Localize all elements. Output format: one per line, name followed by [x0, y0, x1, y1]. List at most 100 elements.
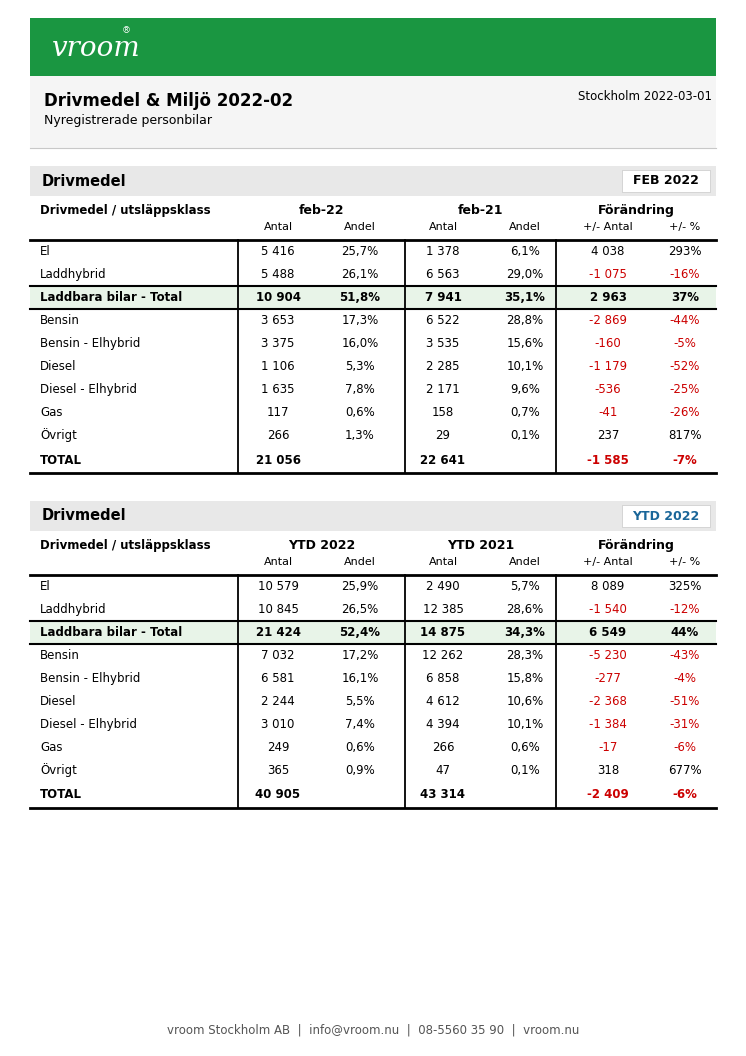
Text: +/- Antal: +/- Antal: [583, 557, 633, 567]
Text: Diesel - Elhybrid: Diesel - Elhybrid: [40, 718, 137, 731]
Bar: [30, 18, 716, 76]
Text: 10 579: 10 579: [257, 580, 298, 593]
Text: 325%: 325%: [668, 580, 702, 593]
Text: Antal: Antal: [263, 557, 292, 567]
Text: Bensin: Bensin: [40, 649, 80, 662]
Text: -2 409: -2 409: [587, 789, 629, 802]
Text: 266: 266: [267, 429, 289, 442]
Text: TOTAL: TOTAL: [40, 789, 82, 802]
Text: 6 581: 6 581: [261, 672, 295, 685]
Text: 28,3%: 28,3%: [507, 649, 544, 662]
Text: 52,4%: 52,4%: [339, 626, 380, 639]
Text: 4 394: 4 394: [426, 718, 460, 731]
Text: Gas: Gas: [40, 406, 63, 419]
Text: 3 653: 3 653: [261, 314, 295, 327]
Text: -31%: -31%: [670, 718, 700, 731]
Text: 9,6%: 9,6%: [510, 383, 540, 396]
Text: 5,5%: 5,5%: [345, 695, 374, 708]
Text: 10,1%: 10,1%: [507, 718, 544, 731]
Text: 3 010: 3 010: [261, 718, 295, 731]
Text: 10 904: 10 904: [255, 291, 301, 304]
Text: 237: 237: [597, 429, 619, 442]
Text: 5 488: 5 488: [261, 268, 295, 281]
Text: 51,8%: 51,8%: [339, 291, 380, 304]
Text: Antal: Antal: [428, 222, 457, 232]
Text: 14 875: 14 875: [421, 626, 466, 639]
Text: 10 845: 10 845: [257, 603, 298, 616]
Text: Drivmedel: Drivmedel: [42, 509, 127, 524]
Text: -5%: -5%: [674, 337, 697, 350]
Text: Drivmedel / utsläppsklass: Drivmedel / utsläppsklass: [40, 204, 210, 216]
Text: -6%: -6%: [674, 741, 697, 754]
Text: 0,1%: 0,1%: [510, 763, 540, 777]
Text: El: El: [40, 245, 51, 258]
Text: 3 535: 3 535: [427, 337, 460, 350]
Text: 1 378: 1 378: [426, 245, 460, 258]
Text: Diesel: Diesel: [40, 695, 77, 708]
Text: -43%: -43%: [670, 649, 700, 662]
Text: 10,1%: 10,1%: [507, 360, 544, 373]
Text: -1 179: -1 179: [589, 360, 627, 373]
Text: 28,6%: 28,6%: [507, 603, 544, 616]
Text: 117: 117: [267, 406, 289, 419]
Text: 6,1%: 6,1%: [510, 245, 540, 258]
Text: 0,9%: 0,9%: [345, 763, 375, 777]
Text: 318: 318: [597, 763, 619, 777]
Text: Andel: Andel: [344, 222, 376, 232]
Text: Övrigt: Övrigt: [40, 763, 77, 777]
Text: 17,3%: 17,3%: [342, 314, 379, 327]
Text: 1,3%: 1,3%: [345, 429, 375, 442]
Text: 158: 158: [432, 406, 454, 419]
Text: Drivmedel / utsläppsklass: Drivmedel / utsläppsklass: [40, 539, 210, 552]
Text: 2 963: 2 963: [589, 291, 627, 304]
Text: 15,6%: 15,6%: [507, 337, 544, 350]
Bar: [622, 505, 710, 527]
Bar: [30, 621, 716, 644]
Text: 2 171: 2 171: [426, 383, 460, 396]
Text: Bensin - Elhybrid: Bensin - Elhybrid: [40, 337, 140, 350]
Text: -44%: -44%: [670, 314, 700, 327]
Text: 15,8%: 15,8%: [507, 672, 544, 685]
Text: 10,6%: 10,6%: [507, 695, 544, 708]
Text: 21 056: 21 056: [255, 453, 301, 467]
Text: 0,6%: 0,6%: [345, 741, 375, 754]
Text: El: El: [40, 580, 51, 593]
Text: -41: -41: [598, 406, 618, 419]
Text: 0,6%: 0,6%: [345, 406, 375, 419]
Text: Drivmedel & Miljö 2022-02: Drivmedel & Miljö 2022-02: [44, 92, 293, 110]
Text: Förändring: Förändring: [598, 204, 674, 216]
Text: -6%: -6%: [673, 789, 698, 802]
Text: -51%: -51%: [670, 695, 700, 708]
Bar: [30, 286, 716, 309]
Text: 8 089: 8 089: [592, 580, 624, 593]
Text: Laddhybrid: Laddhybrid: [40, 603, 107, 616]
Text: 293%: 293%: [668, 245, 702, 258]
Text: 25,9%: 25,9%: [342, 580, 379, 593]
Text: 29: 29: [436, 429, 451, 442]
Text: 6 549: 6 549: [589, 626, 627, 639]
Text: Drivmedel: Drivmedel: [42, 173, 127, 189]
Text: 7,8%: 7,8%: [345, 383, 375, 396]
Text: 16,0%: 16,0%: [342, 337, 379, 350]
Text: 0,6%: 0,6%: [510, 741, 540, 754]
Text: -1 384: -1 384: [589, 718, 627, 731]
Text: Förändring: Förändring: [598, 539, 674, 552]
Text: 0,1%: 0,1%: [510, 429, 540, 442]
Text: -5 230: -5 230: [589, 649, 627, 662]
Text: 12 262: 12 262: [422, 649, 463, 662]
Text: 3 375: 3 375: [261, 337, 295, 350]
Text: 266: 266: [432, 741, 454, 754]
Text: 817%: 817%: [668, 429, 702, 442]
Text: vroom: vroom: [52, 36, 141, 62]
Text: +/- %: +/- %: [669, 557, 700, 567]
Text: 44%: 44%: [671, 626, 699, 639]
Text: -26%: -26%: [670, 406, 700, 419]
Text: 12 385: 12 385: [422, 603, 463, 616]
Text: +/- %: +/- %: [669, 222, 700, 232]
Text: -4%: -4%: [674, 672, 697, 685]
Text: 2 244: 2 244: [261, 695, 295, 708]
Text: Laddbara bilar - Total: Laddbara bilar - Total: [40, 291, 182, 304]
Text: Övrigt: Övrigt: [40, 429, 77, 442]
Text: 7,4%: 7,4%: [345, 718, 375, 731]
Text: -2 368: -2 368: [589, 695, 627, 708]
